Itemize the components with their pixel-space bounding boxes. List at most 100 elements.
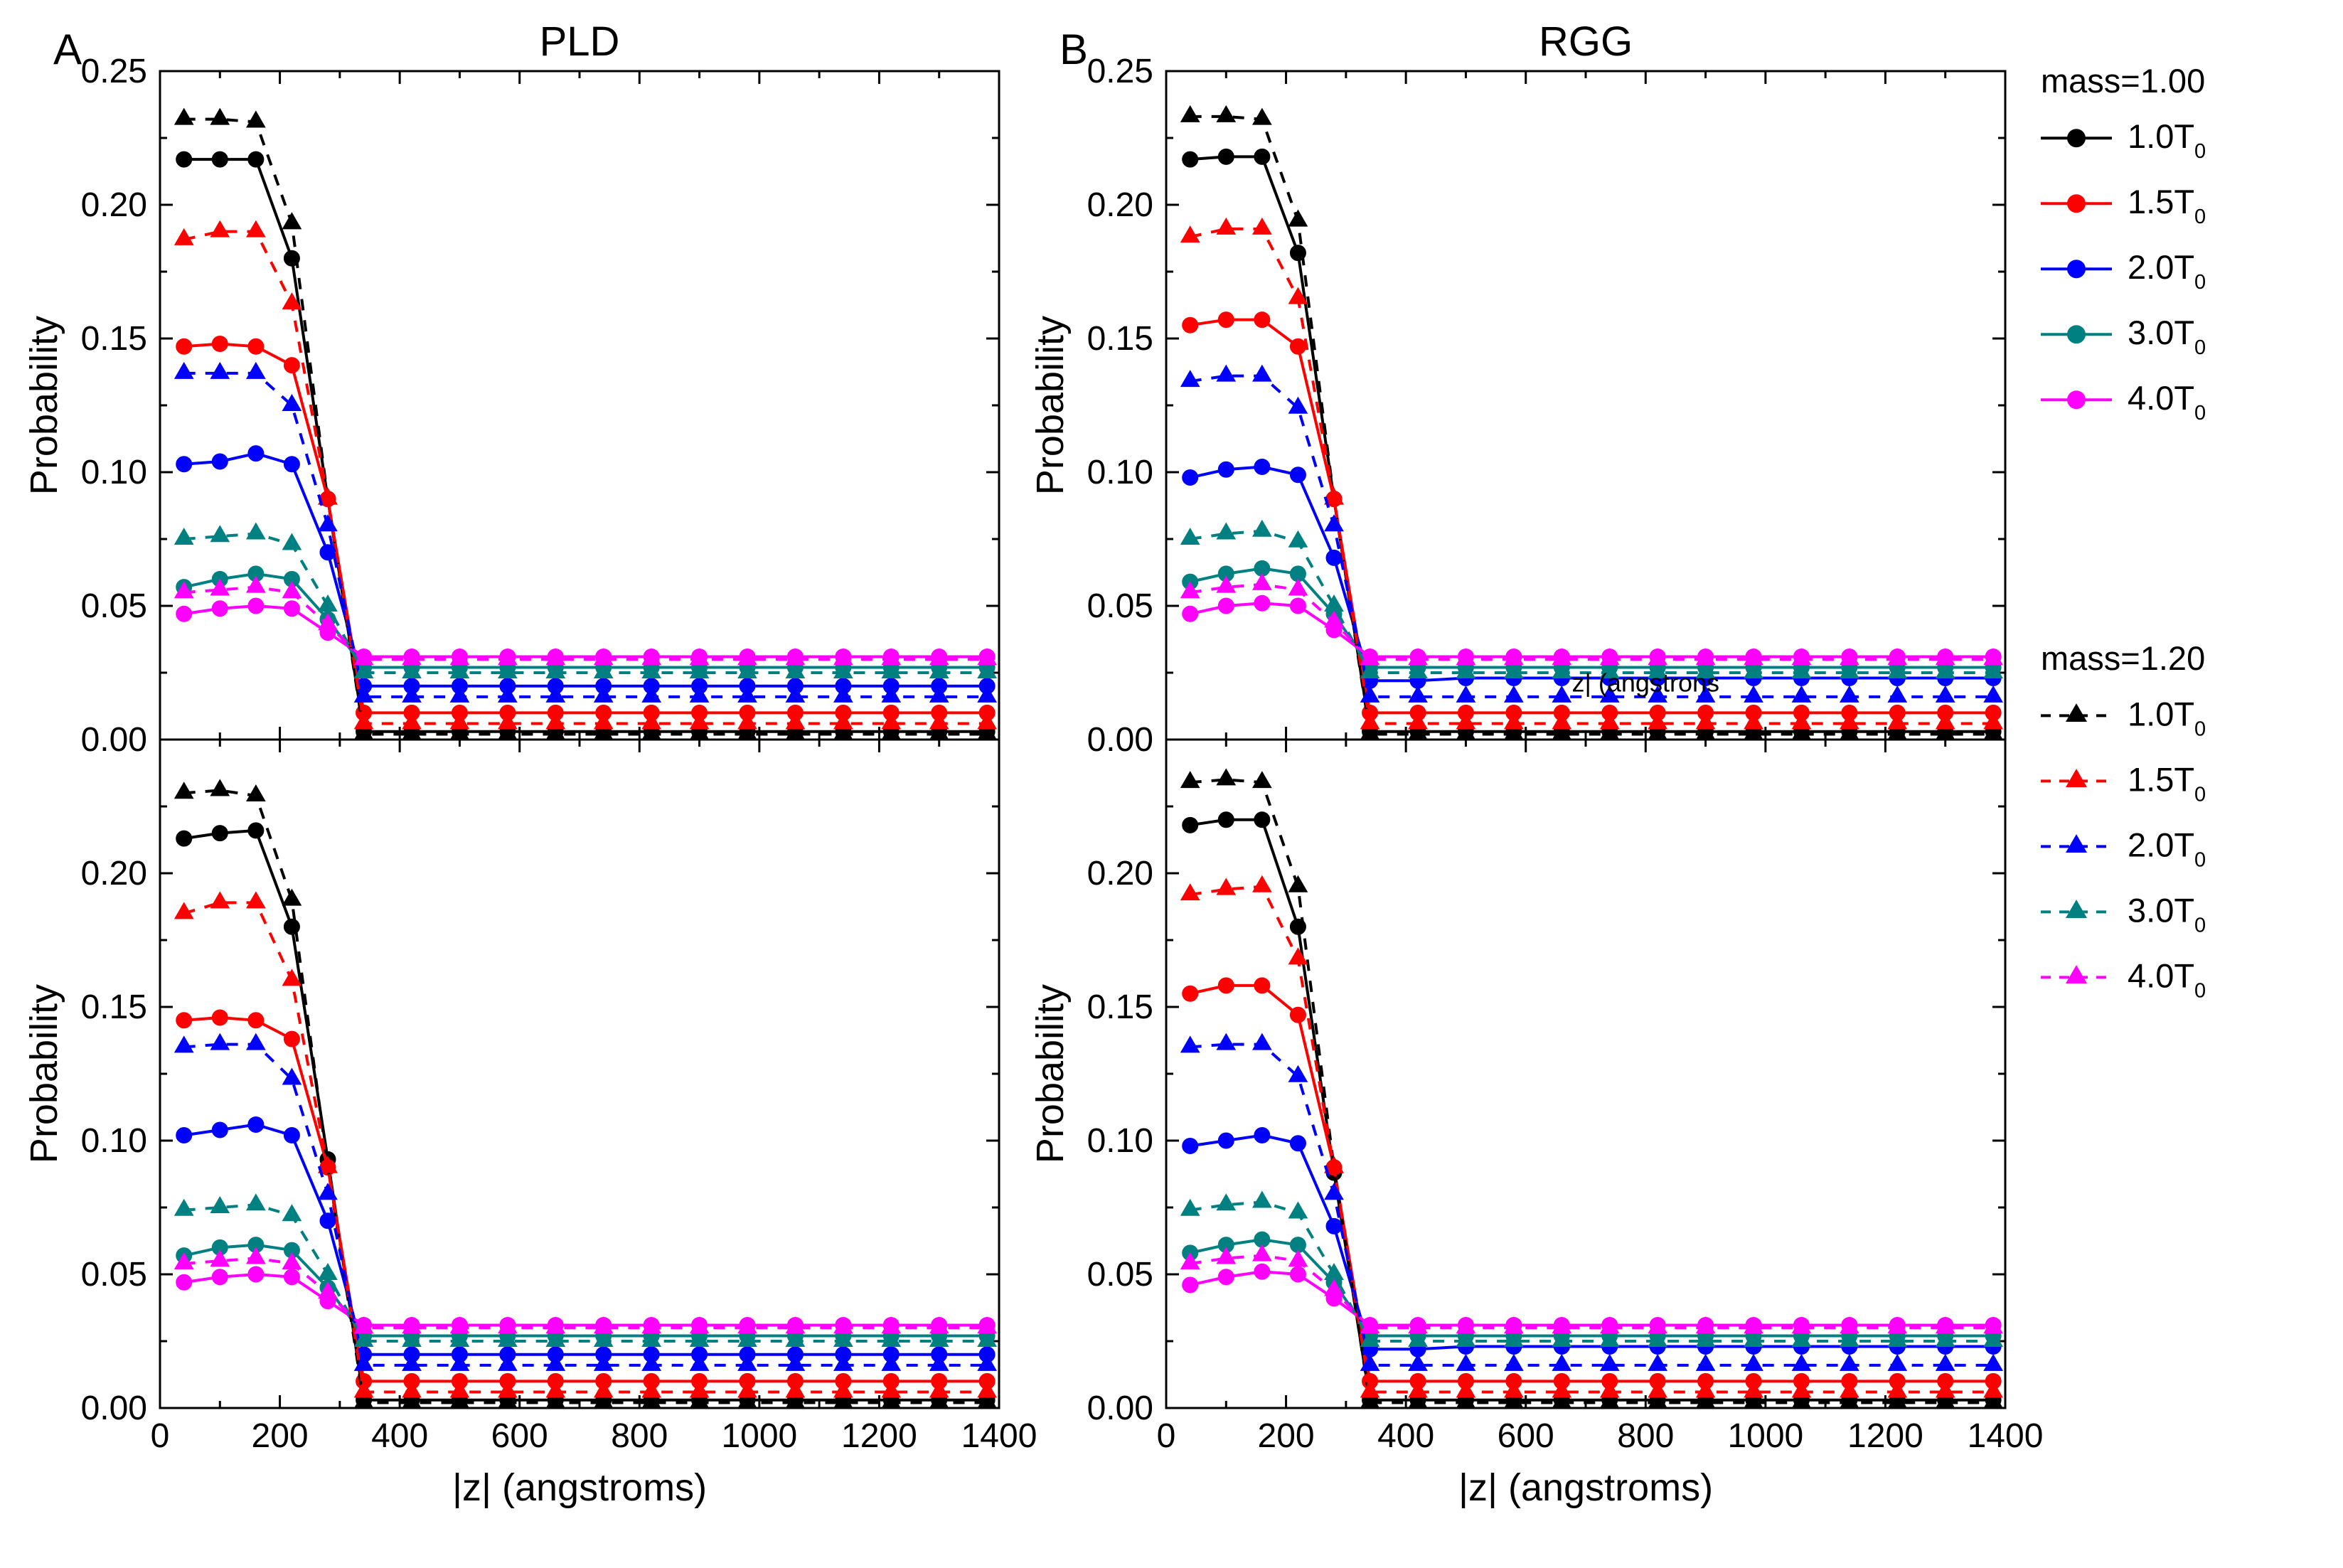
ytick-label: 0.00: [81, 721, 147, 759]
series-marker-triangle: [1217, 879, 1235, 895]
series-marker-circle: [284, 1269, 299, 1285]
series-marker-circle: [1183, 1277, 1198, 1293]
series-line: [1190, 887, 1993, 1392]
series-marker-triangle: [247, 363, 265, 379]
series-line: [1190, 986, 1993, 1381]
series-marker-triangle: [1505, 1355, 1523, 1371]
series-marker-triangle: [210, 779, 229, 796]
series-marker-triangle: [1253, 1034, 1271, 1050]
xtick-label: 200: [252, 1417, 309, 1455]
series-marker-triangle: [247, 577, 265, 593]
xtick-label: 400: [1377, 1417, 1434, 1455]
series-marker-triangle: [1217, 577, 1235, 593]
series-marker-triangle: [175, 1036, 193, 1052]
series-line: [184, 587, 987, 660]
series-marker-circle: [1218, 978, 1234, 993]
xtick-label: 1000: [721, 1417, 797, 1455]
series-marker-circle: [1183, 606, 1198, 622]
series-marker-triangle: [1253, 1245, 1271, 1262]
series-marker-circle: [176, 606, 192, 622]
series-marker-circle: [176, 1127, 192, 1143]
ytick-label: 0.05: [1087, 587, 1153, 625]
panel-letter: B: [1060, 26, 1088, 73]
ytick-label: 0.10: [81, 454, 147, 491]
series-line: [1190, 1256, 1993, 1328]
series-marker-triangle: [1288, 210, 1307, 227]
series-marker-triangle: [1840, 686, 1859, 703]
series-marker-circle: [1254, 812, 1270, 828]
series-marker-triangle: [1181, 106, 1200, 122]
series-line: [184, 454, 987, 686]
series-line: [184, 1274, 987, 1325]
xtick-label: 1400: [1968, 1417, 2044, 1455]
series-marker-triangle: [1840, 1355, 1859, 1371]
series-marker-triangle: [247, 785, 265, 801]
series-marker-circle: [1290, 467, 1306, 483]
series-marker-circle: [1290, 598, 1306, 614]
ytick-label: 0.15: [81, 988, 147, 1026]
series-marker-triangle: [247, 523, 265, 539]
series-marker-circle: [284, 1127, 299, 1143]
ytick-label: 0.15: [1087, 988, 1153, 1026]
column-title: RGG: [1539, 18, 1633, 65]
series-line: [184, 373, 987, 697]
legend-marker-circle: [2067, 129, 2086, 147]
ytick-label: 0.20: [81, 186, 147, 224]
series-marker-triangle: [210, 1250, 229, 1266]
series-marker-circle: [248, 446, 264, 462]
legend-label: 3.0T0: [2128, 891, 2206, 937]
series-marker-triangle: [1744, 1355, 1763, 1371]
xtick-label: 1200: [1847, 1417, 1923, 1455]
ytick-label: 0.00: [1087, 721, 1153, 759]
series-marker-circle: [1290, 1136, 1306, 1151]
ytick-label: 0.05: [81, 587, 147, 625]
series-marker-triangle: [1217, 1194, 1235, 1210]
xtick-label: 200: [1258, 1417, 1315, 1455]
series-marker-triangle: [319, 1264, 337, 1280]
series-line: [184, 902, 987, 1392]
xtick-label: 800: [1617, 1417, 1674, 1455]
series-line: [184, 790, 987, 1402]
series-marker-triangle: [282, 395, 301, 411]
legend-group-title: mass=1.00: [2041, 62, 2205, 100]
series-marker-circle: [212, 151, 228, 167]
series-marker-triangle: [210, 363, 229, 379]
series-marker-circle: [1183, 986, 1198, 1001]
series-marker-triangle: [210, 221, 229, 238]
y-axis-label: Probability: [23, 316, 65, 495]
series-marker-triangle: [1601, 1355, 1619, 1371]
series-marker-circle: [248, 598, 264, 614]
ytick-label: 0.10: [1087, 1122, 1153, 1160]
series-marker-circle: [212, 601, 228, 617]
series-marker-triangle: [175, 528, 193, 545]
series-marker-triangle: [1552, 686, 1571, 703]
series-marker-circle: [176, 338, 192, 354]
legend-label: 1.0T0: [2128, 695, 2206, 740]
series-marker-triangle: [210, 1034, 229, 1050]
xtick-label: 1400: [961, 1417, 1037, 1455]
ytick-label: 0.00: [1087, 1390, 1153, 1427]
series-marker-triangle: [1888, 1355, 1906, 1371]
series-line: [1190, 603, 1993, 656]
series-marker-triangle: [1456, 686, 1475, 703]
series-marker-triangle: [1288, 1066, 1307, 1082]
series-marker-triangle: [1217, 769, 1235, 785]
series-marker-circle: [1218, 1133, 1234, 1148]
series-line: [1190, 585, 1993, 659]
series-marker-triangle: [1181, 772, 1200, 788]
series-marker-circle: [1218, 598, 1234, 614]
ytick-label: 0.25: [1087, 53, 1153, 90]
series-marker-circle: [284, 1031, 299, 1047]
figure-svg: PLDARGGB0.000.050.100.150.200.25Probabil…: [0, 0, 2343, 1564]
xtick-label: 1000: [1727, 1417, 1803, 1455]
series-marker-triangle: [1288, 531, 1307, 548]
legend-marker-triangle: [2066, 965, 2087, 983]
ytick-label: 0.05: [1087, 1256, 1153, 1294]
series-line: [1190, 376, 1993, 697]
series-marker-triangle: [1744, 686, 1763, 703]
xtick-label: 0: [1157, 1417, 1176, 1455]
series-marker-triangle: [319, 1183, 337, 1200]
series-marker-triangle: [1792, 686, 1810, 703]
series-marker-triangle: [1288, 948, 1307, 964]
series-marker-triangle: [1181, 884, 1200, 900]
